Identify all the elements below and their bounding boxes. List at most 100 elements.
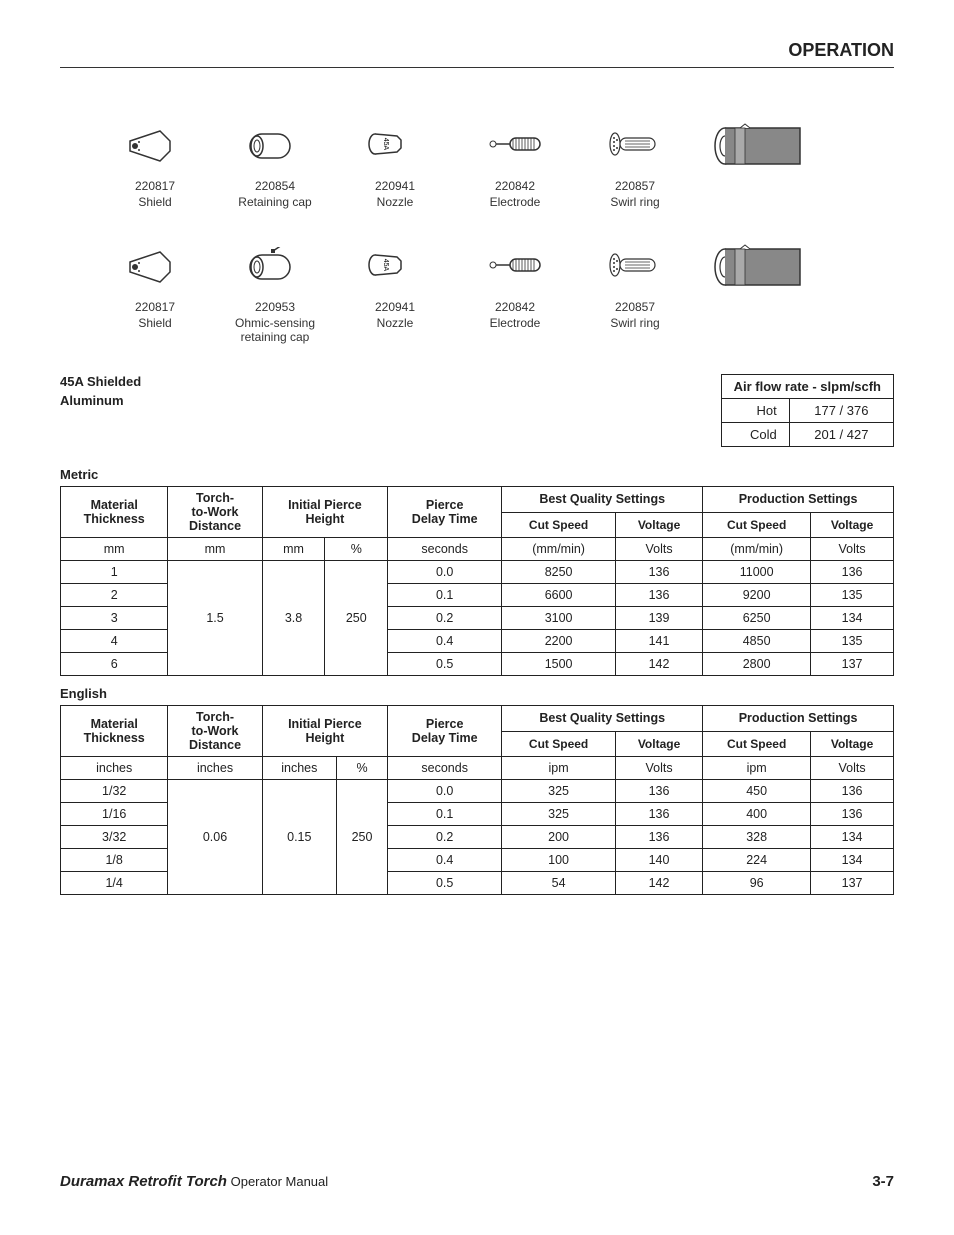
part-item: 220941Nozzle (350, 118, 440, 209)
cell-thickness: 6 (61, 653, 168, 676)
unit-cell: mm (61, 538, 168, 561)
part-item (710, 118, 810, 209)
cell-thickness: 1/4 (61, 872, 168, 895)
col-bqs-cs: Cut Speed (502, 731, 616, 757)
part-label: Shield (138, 316, 171, 330)
part-item: 220857Swirl ring (590, 118, 680, 209)
cell-pv: 136 (811, 803, 894, 826)
page-footer: Duramax Retrofit Torch Operator Manual 3… (60, 1173, 894, 1190)
unit-cell: Volts (811, 538, 894, 561)
part-label: Electrode (490, 195, 541, 209)
cell-pv: 134 (811, 826, 894, 849)
cell-pcs: 224 (703, 849, 811, 872)
cell-iph2: 250 (336, 780, 387, 895)
col-pdt: Pierce Delay Time (388, 487, 502, 538)
unit-cell: % (336, 757, 387, 780)
footer-page: 3-7 (872, 1173, 894, 1190)
part-number: 220857 (615, 179, 655, 193)
electrode-icon (485, 239, 545, 294)
unit-cell: (mm/min) (703, 538, 811, 561)
header-title: OPERATION (788, 40, 894, 60)
part-item: 220817Shield (110, 118, 200, 209)
cell-bv: 140 (615, 849, 702, 872)
cell-ttw: 1.5 (168, 561, 262, 676)
col-ps-cs: Cut Speed (703, 731, 811, 757)
shield-icon (125, 239, 185, 294)
cell-bv: 142 (615, 653, 702, 676)
cell-pcs: 2800 (703, 653, 811, 676)
cell-thickness: 1/32 (61, 780, 168, 803)
cell-pcs: 450 (703, 780, 811, 803)
cell-pv: 134 (811, 849, 894, 872)
cell-bcs: 2200 (502, 630, 616, 653)
cell-pv: 134 (811, 607, 894, 630)
part-number: 220941 (375, 300, 415, 314)
col-pdt: Pierce Delay Time (388, 706, 502, 757)
col-bqs-v: Voltage (615, 731, 702, 757)
part-label: Ohmic-sensing retaining cap (235, 316, 315, 344)
metric-label: Metric (60, 467, 894, 482)
parts-row: 220817Shield220953Ohmic-sensing retainin… (60, 239, 894, 344)
cell-thickness: 1/8 (61, 849, 168, 872)
cell-pcs: 328 (703, 826, 811, 849)
cell-bv: 136 (615, 561, 702, 584)
col-ps: Production Settings (703, 487, 894, 513)
cell-bv: 136 (615, 780, 702, 803)
cell-pv: 136 (811, 561, 894, 584)
retcap_ohmic-icon (245, 239, 305, 294)
parts-row: 220817Shield 220854Retaining cap 220941Noz… (60, 118, 894, 209)
english-table: Material ThicknessTorch- to-Work Distanc… (60, 705, 894, 895)
part-item: 220842 Electrode (470, 118, 560, 209)
cell-thickness: 4 (61, 630, 168, 653)
part-number: 220857 (615, 300, 655, 314)
nozzle-icon (365, 239, 425, 294)
cell-delay: 0.0 (388, 561, 502, 584)
part-item: 220842Electrode (470, 239, 560, 344)
spec-line1: 45A Shielded (60, 374, 141, 389)
cell-bv: 139 (615, 607, 702, 630)
cell-pv: 136 (811, 780, 894, 803)
part-label: Nozzle (377, 316, 414, 330)
col-bqs-v: Voltage (615, 512, 702, 538)
torch-icon (710, 239, 810, 294)
cell-pcs: 96 (703, 872, 811, 895)
electrode-icon (485, 118, 545, 173)
cell-bv: 136 (615, 826, 702, 849)
cell-pcs: 400 (703, 803, 811, 826)
cell-thickness: 1/16 (61, 803, 168, 826)
cell-iph1: 3.8 (262, 561, 325, 676)
airflow-table: Air flow rate - slpm/scfh Hot 177 / 376 … (721, 374, 894, 447)
cell-ttw: 0.06 (168, 780, 262, 895)
cell-bcs: 6600 (502, 584, 616, 607)
col-bqs: Best Quality Settings (502, 706, 703, 732)
footer-title: Duramax Retrofit Torch (60, 1173, 227, 1190)
cell-pv: 135 (811, 630, 894, 653)
cell-delay: 0.4 (388, 630, 502, 653)
airflow-cold-label: Cold (721, 423, 789, 447)
cell-delay: 0.0 (388, 780, 502, 803)
unit-cell: Volts (615, 757, 702, 780)
cell-delay: 0.1 (388, 584, 502, 607)
unit-cell: Volts (811, 757, 894, 780)
cell-bcs: 8250 (502, 561, 616, 584)
part-number: 220842 (495, 179, 535, 193)
cell-thickness: 3 (61, 607, 168, 630)
col-ps-v: Voltage (811, 512, 894, 538)
cell-bv: 141 (615, 630, 702, 653)
part-item (710, 239, 810, 344)
unit-cell: inches (168, 757, 262, 780)
cell-delay: 0.4 (388, 849, 502, 872)
airflow-title: Air flow rate - slpm/scfh (721, 375, 893, 399)
col-bqs-cs: Cut Speed (502, 512, 616, 538)
info-row: 45A Shielded Aluminum Air flow rate - sl… (60, 374, 894, 447)
part-label: Swirl ring (610, 316, 659, 330)
part-label: Nozzle (377, 195, 414, 209)
cell-delay: 0.1 (388, 803, 502, 826)
col-bqs: Best Quality Settings (502, 487, 703, 513)
part-item: 220854Retaining cap (230, 118, 320, 209)
torch-icon (710, 118, 810, 173)
unit-cell: mm (262, 538, 325, 561)
cell-bv: 136 (615, 584, 702, 607)
cell-bcs: 325 (502, 780, 616, 803)
part-item: 220953Ohmic-sensing retaining cap (230, 239, 320, 344)
